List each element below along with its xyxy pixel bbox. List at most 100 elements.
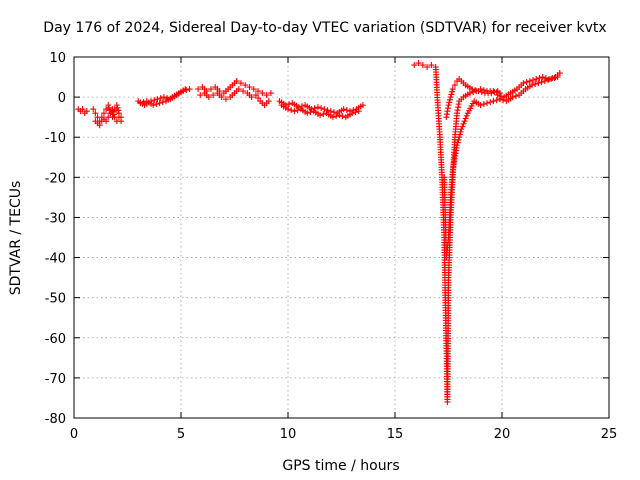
interpolated-point-marker — [352, 109, 359, 116]
data-point-marker — [205, 94, 212, 101]
interpolated-point-marker — [487, 99, 494, 106]
data-point-marker — [248, 94, 255, 101]
series-seg1 — [75, 106, 90, 117]
data-point-marker — [314, 104, 321, 111]
data-point-marker — [103, 106, 110, 113]
data-point-marker — [454, 142, 461, 149]
interpolated-point-marker — [298, 103, 305, 110]
data-point-marker — [488, 90, 495, 97]
data-point-marker — [496, 96, 503, 103]
data-point-marker — [105, 114, 112, 121]
data-point-marker — [349, 110, 356, 117]
data-point-marker — [359, 102, 366, 109]
data-point-marker — [222, 96, 229, 103]
interpolated-point-marker — [318, 105, 325, 112]
interpolated-point-marker — [536, 75, 543, 82]
interpolated-point-marker — [324, 107, 331, 114]
data-point-marker — [548, 76, 555, 83]
interpolated-point-marker — [463, 112, 470, 119]
data-point-marker — [304, 110, 311, 117]
data-point-marker — [477, 102, 484, 109]
data-point-marker — [469, 86, 476, 93]
interpolated-point-marker — [462, 115, 469, 122]
interpolated-point-marker — [288, 107, 295, 114]
data-point-marker — [526, 78, 533, 85]
series-seg2b — [92, 106, 125, 129]
interpolated-point-marker — [294, 107, 301, 114]
data-point-marker — [528, 82, 535, 89]
data-point-marker — [210, 92, 217, 99]
interpolated-point-marker — [157, 95, 164, 102]
interpolated-point-marker — [478, 89, 485, 96]
data-point-marker — [475, 88, 482, 95]
data-point-marker — [267, 90, 274, 97]
data-point-marker — [285, 106, 291, 113]
interpolated-point-marker — [500, 97, 507, 104]
interpolated-point-marker — [110, 111, 117, 118]
interpolated-point-marker — [140, 99, 147, 106]
data-point-marker — [451, 82, 458, 89]
data-point-marker — [494, 92, 501, 99]
data-point-marker — [424, 64, 431, 71]
interpolated-point-marker — [448, 91, 455, 98]
x-tick-label: 15 — [387, 427, 404, 442]
data-point-marker — [182, 86, 189, 93]
interpolated-point-marker — [455, 136, 462, 143]
series-seg5b — [278, 102, 362, 121]
interpolated-point-marker — [446, 96, 453, 103]
data-point-marker — [137, 100, 144, 107]
data-point-marker — [160, 94, 167, 101]
y-tick-label: 0 — [58, 91, 66, 106]
interpolated-point-marker — [159, 99, 166, 106]
interpolated-point-marker — [530, 77, 537, 84]
x-tick-label: 0 — [70, 427, 78, 442]
y-tick-label: -70 — [45, 372, 66, 387]
data-point-marker — [96, 122, 103, 129]
data-point-marker — [317, 112, 324, 119]
data-point-marker — [520, 80, 527, 87]
data-point-marker — [109, 106, 116, 113]
interpolated-point-marker — [493, 97, 500, 104]
y-tick-label: 10 — [49, 51, 66, 66]
y-tick-label: -80 — [45, 412, 66, 427]
data-point-marker — [105, 102, 112, 109]
series-seg3b — [137, 86, 189, 109]
data-point-marker — [263, 92, 270, 99]
chart-title: Day 176 of 2024, Sidereal Day-to-day VTE… — [43, 20, 606, 36]
y-tick-label: -20 — [45, 171, 66, 186]
data-point-marker — [411, 62, 418, 69]
data-point-marker — [100, 110, 107, 117]
data-point-marker — [250, 86, 257, 93]
data-point-marker — [195, 86, 202, 93]
data-point-marker — [484, 100, 491, 107]
data-point-marker — [458, 126, 465, 133]
data-point-marker — [259, 90, 266, 97]
series-seg6b — [443, 76, 501, 121]
interpolated-point-marker — [538, 79, 545, 86]
series-seg6 — [411, 60, 503, 405]
data-point-marker — [449, 86, 456, 93]
interpolated-point-marker — [461, 118, 468, 125]
interpolated-point-marker — [339, 113, 346, 120]
interpolated-point-marker — [115, 107, 122, 114]
data-point-marker — [539, 74, 546, 81]
data-point-marker — [445, 102, 452, 109]
data-point-marker — [535, 80, 542, 87]
data-point-marker — [415, 60, 422, 67]
data-point-marker — [156, 100, 163, 107]
y-tick-label: -40 — [45, 252, 66, 267]
data-point-marker — [419, 62, 426, 69]
data-point-marker — [107, 110, 114, 117]
interpolated-point-marker — [333, 113, 340, 120]
interpolated-point-marker — [456, 131, 463, 138]
data-points — [75, 60, 563, 405]
y-tick-label: -60 — [45, 332, 66, 347]
data-point-marker — [490, 98, 497, 105]
x-tick-label: 10 — [280, 427, 297, 442]
data-point-marker — [118, 118, 125, 125]
interpolated-point-marker — [106, 107, 113, 114]
data-point-marker — [235, 86, 242, 93]
interpolated-point-marker — [472, 87, 479, 94]
interpolated-point-marker — [311, 105, 318, 112]
grid-lines — [74, 57, 609, 418]
